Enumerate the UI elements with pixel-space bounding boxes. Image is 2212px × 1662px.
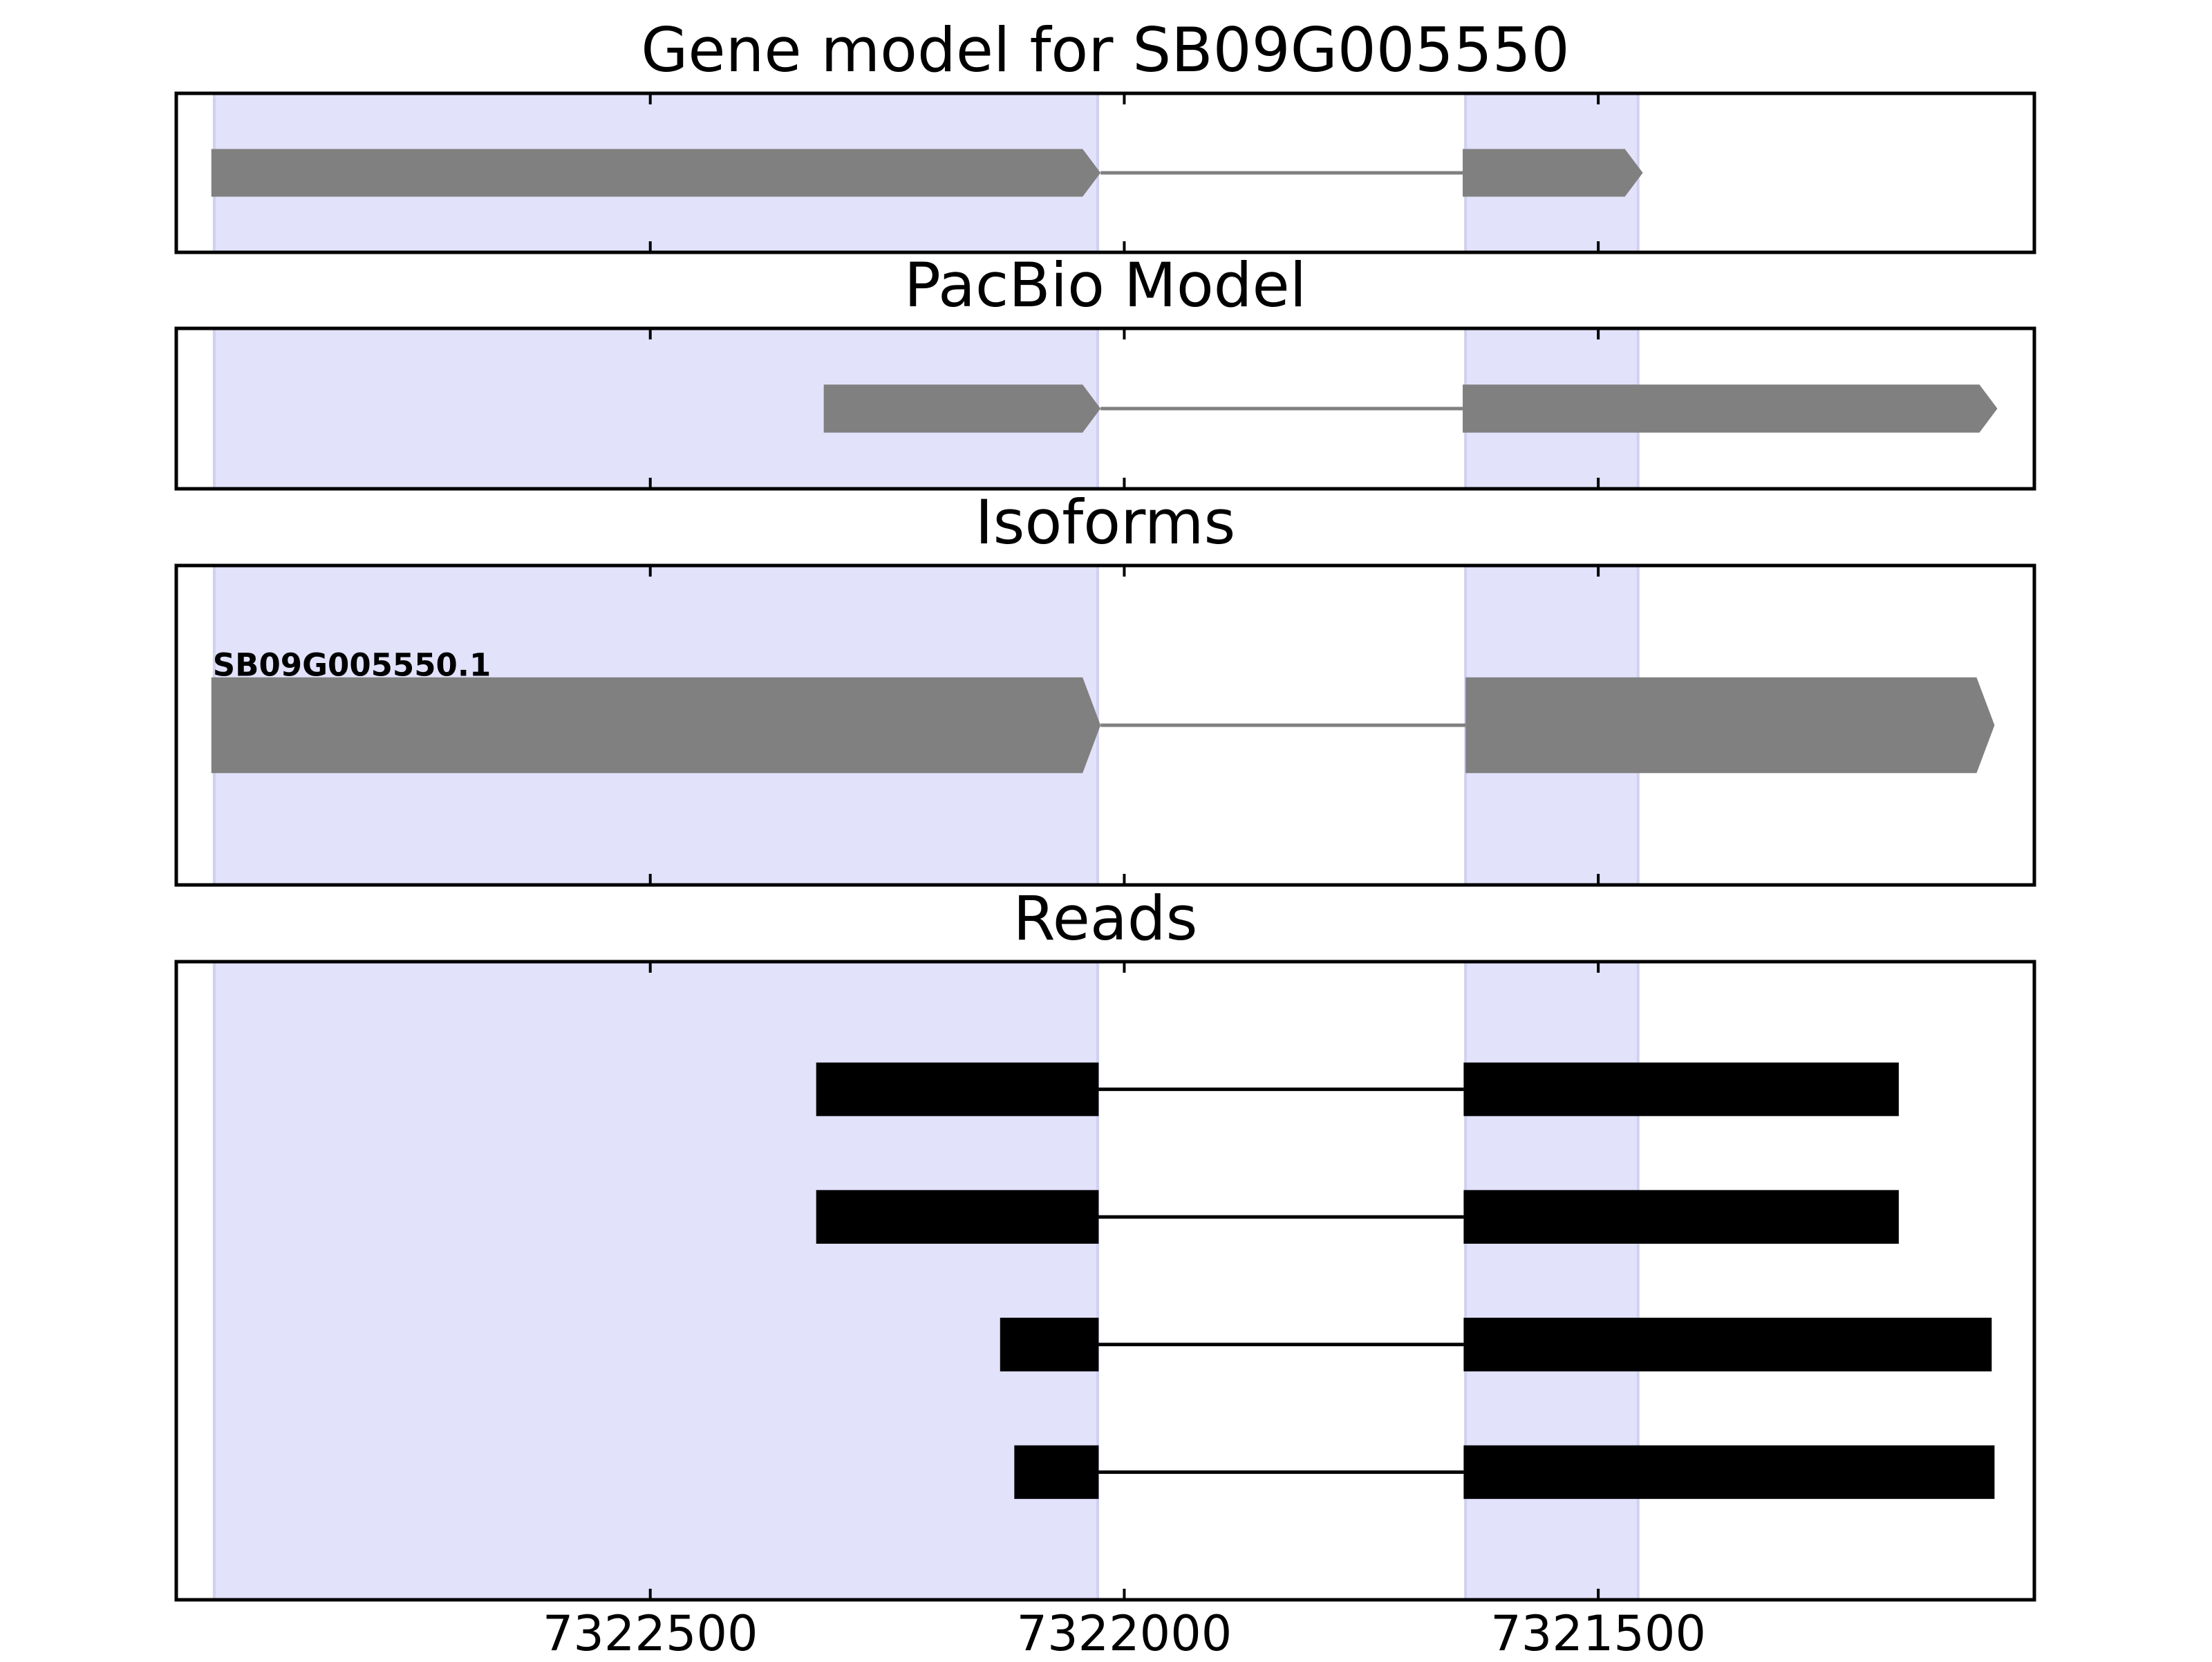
exon <box>823 384 1101 433</box>
exon <box>1463 384 1998 433</box>
x-tick-label: 7321500 <box>1490 1605 1706 1659</box>
exon <box>1463 1062 1899 1117</box>
panel-frame <box>174 563 2036 887</box>
x-tick-label: 7322000 <box>1017 1605 1232 1659</box>
panel-title: Gene model for SB09G005550 <box>641 15 1570 86</box>
exon <box>1000 1318 1099 1372</box>
exon <box>211 677 1101 774</box>
exon <box>816 1062 1099 1117</box>
exon <box>211 149 1101 197</box>
exon <box>1463 149 1643 197</box>
panel-frame <box>174 326 2036 491</box>
exon <box>816 1190 1099 1244</box>
transcript-label: SB09G005550.1 <box>213 647 491 684</box>
highlight-region <box>212 960 1100 1601</box>
panel-frame <box>174 91 2036 254</box>
panel-title: Isoforms <box>975 487 1236 558</box>
panel-frame <box>174 960 2036 1602</box>
exon <box>1463 1445 1995 1500</box>
exon <box>1465 677 1995 774</box>
exon <box>1014 1445 1099 1500</box>
panel-title: Reads <box>1013 883 1198 954</box>
exon <box>1463 1318 1992 1372</box>
panel-title: PacBio Model <box>904 250 1306 321</box>
exon <box>1463 1190 1899 1244</box>
highlight-region <box>1464 960 1640 1601</box>
x-tick-label: 7322500 <box>543 1605 758 1659</box>
